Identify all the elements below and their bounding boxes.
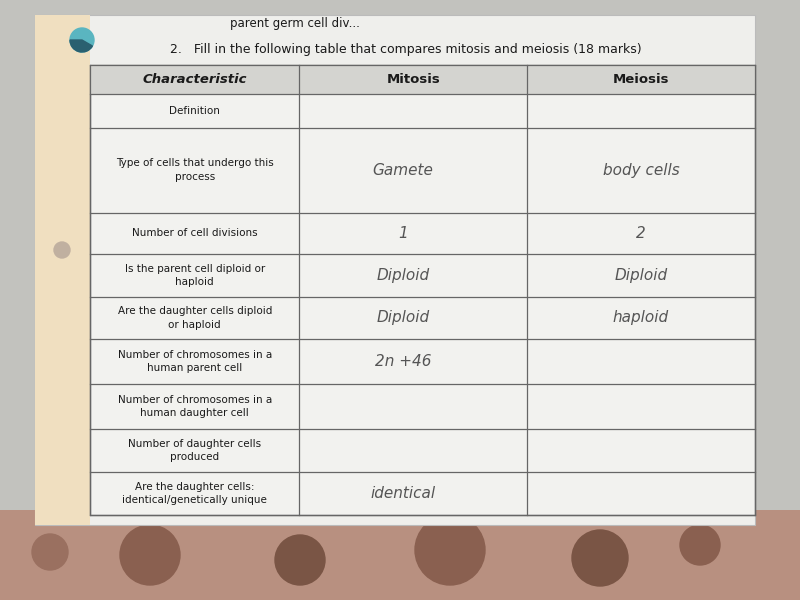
Circle shape <box>572 530 628 586</box>
Text: identical: identical <box>370 486 436 501</box>
Bar <box>90 65 755 94</box>
Bar <box>35 15 755 525</box>
Text: Number of chromosomes in a
human parent cell: Number of chromosomes in a human parent … <box>118 350 272 373</box>
Circle shape <box>415 515 485 585</box>
Text: Diploid: Diploid <box>377 310 430 325</box>
Text: Diploid: Diploid <box>377 268 430 283</box>
Text: parent germ cell div...: parent germ cell div... <box>230 17 360 30</box>
Text: haploid: haploid <box>613 310 669 325</box>
Text: 2n +46: 2n +46 <box>375 355 431 370</box>
Text: Are the daughter cells:
identical/genetically unique: Are the daughter cells: identical/geneti… <box>122 482 267 505</box>
Text: Definition: Definition <box>170 106 220 116</box>
Text: Mitosis: Mitosis <box>386 73 440 86</box>
Text: 2.   Fill in the following table that compares mitosis and meiosis (18 marks): 2. Fill in the following table that comp… <box>170 43 642 56</box>
Circle shape <box>32 534 68 570</box>
Text: Are the daughter cells diploid
or haploid: Are the daughter cells diploid or haploi… <box>118 307 272 329</box>
Text: 1: 1 <box>398 226 408 241</box>
Circle shape <box>680 525 720 565</box>
Bar <box>0 510 800 600</box>
Circle shape <box>275 535 325 585</box>
Text: Diploid: Diploid <box>614 268 667 283</box>
Text: Number of chromosomes in a
human daughter cell: Number of chromosomes in a human daughte… <box>118 395 272 418</box>
Text: Characteristic: Characteristic <box>142 73 247 86</box>
Circle shape <box>120 525 180 585</box>
Circle shape <box>70 28 94 52</box>
Text: 2: 2 <box>636 226 646 241</box>
Wedge shape <box>70 40 92 52</box>
Text: Meiosis: Meiosis <box>613 73 670 86</box>
Text: Number of daughter cells
produced: Number of daughter cells produced <box>128 439 262 463</box>
Text: Number of cell divisions: Number of cell divisions <box>132 228 258 238</box>
Text: body cells: body cells <box>602 163 679 178</box>
Bar <box>90 65 755 515</box>
Text: Is the parent cell diploid or
haploid: Is the parent cell diploid or haploid <box>125 263 265 287</box>
Text: Type of cells that undergo this
process: Type of cells that undergo this process <box>116 158 274 182</box>
Text: Gamete: Gamete <box>373 163 434 178</box>
Bar <box>0 0 800 520</box>
Bar <box>35 15 90 525</box>
Circle shape <box>54 242 70 258</box>
